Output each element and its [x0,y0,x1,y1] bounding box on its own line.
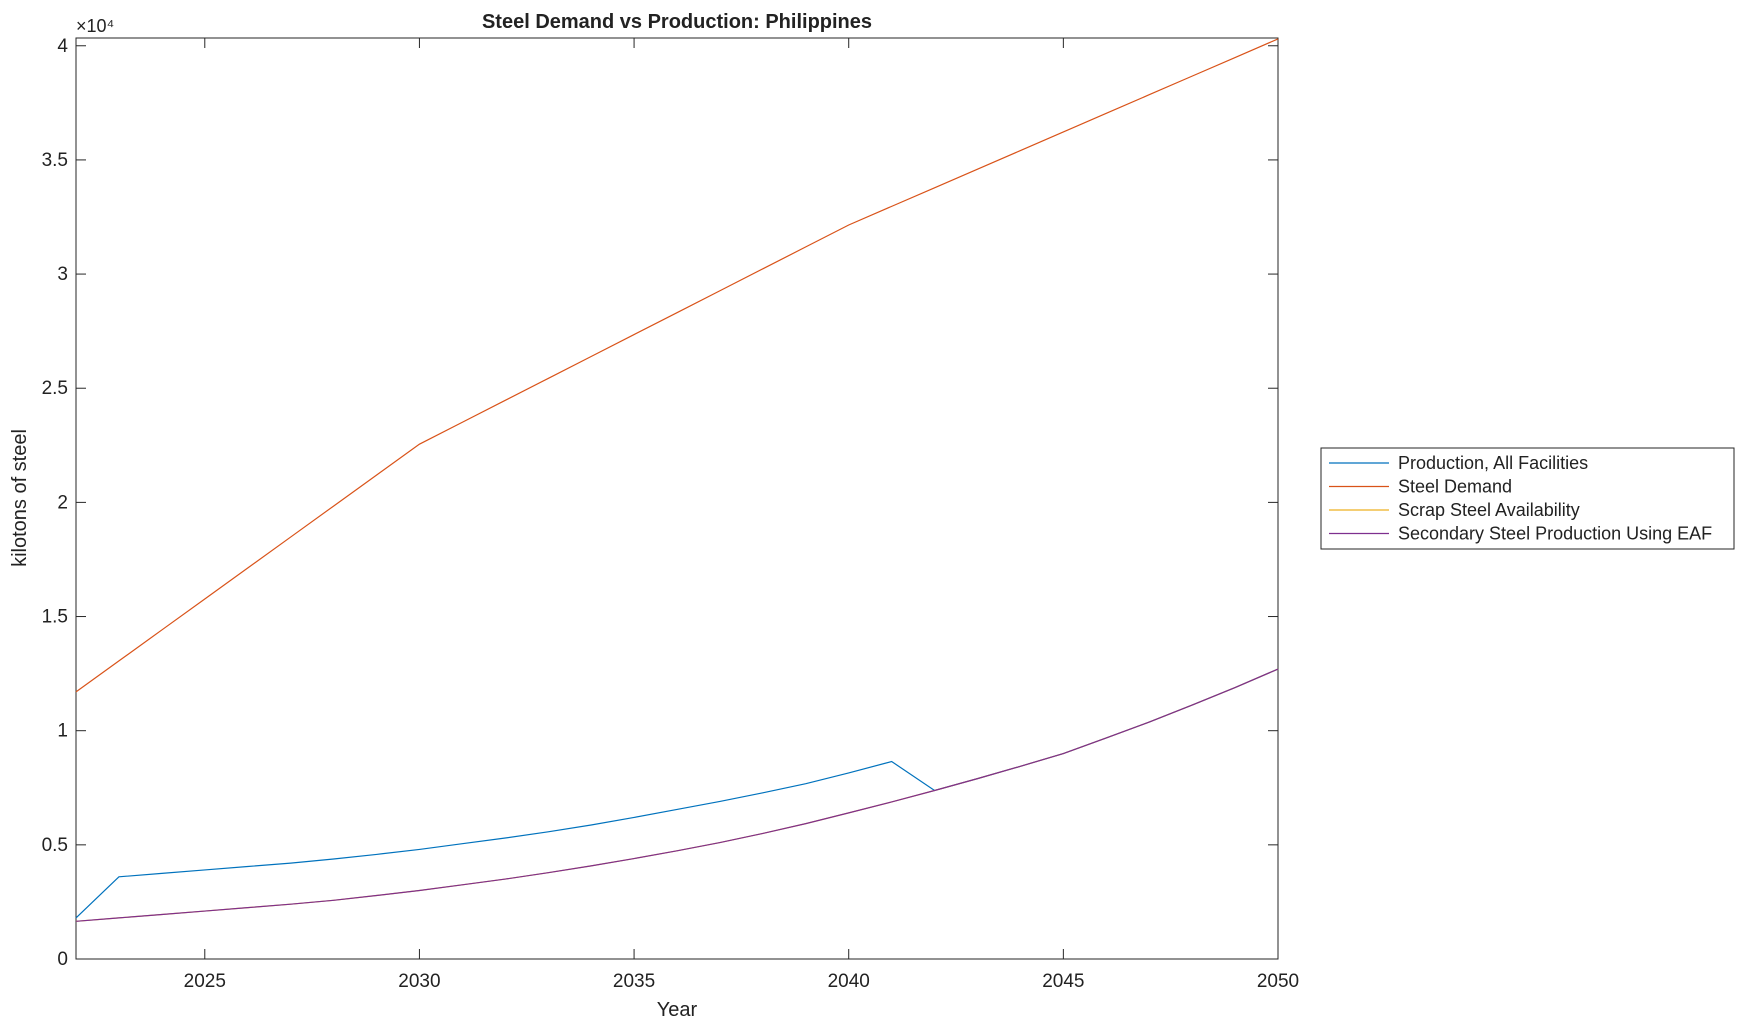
y-tick-label: 1.5 [42,607,68,628]
y-tick-label: 3 [57,264,68,285]
chart-title: Steel Demand vs Production: Philippines [482,11,872,33]
y-tick-label: 0 [57,949,68,970]
x-tick-label: 2030 [398,971,440,992]
legend-box [1320,447,1735,550]
y-axis-label: kilotons of steel [9,429,31,567]
y-tick-label: 1 [57,721,68,742]
x-tick-label: 2035 [613,971,655,992]
y-tick-label: 3.5 [42,150,68,171]
y-tick-label: 4 [57,36,68,57]
plot-area [75,37,1279,960]
legend-label: Scrap Steel Availability [1398,500,1580,520]
legend-label: Secondary Steel Production Using EAF [1398,524,1712,544]
y-tick-label: 2.5 [42,378,68,399]
y-tick-label: 2 [57,492,68,513]
y-exponent-label: ×10⁴ [76,16,114,36]
series-line [75,38,1279,693]
x-tick-label: 2025 [184,971,226,992]
x-axis-label: Year [657,999,698,1021]
series-line [75,668,1279,922]
legend-label: Steel Demand [1398,477,1512,497]
legend-label: Production, All Facilities [1398,453,1588,473]
x-tick-label: 2050 [1257,971,1299,992]
y-tick-label: 0.5 [42,835,68,856]
x-tick-label: 2045 [1042,971,1084,992]
x-tick-label: 2040 [828,971,870,992]
